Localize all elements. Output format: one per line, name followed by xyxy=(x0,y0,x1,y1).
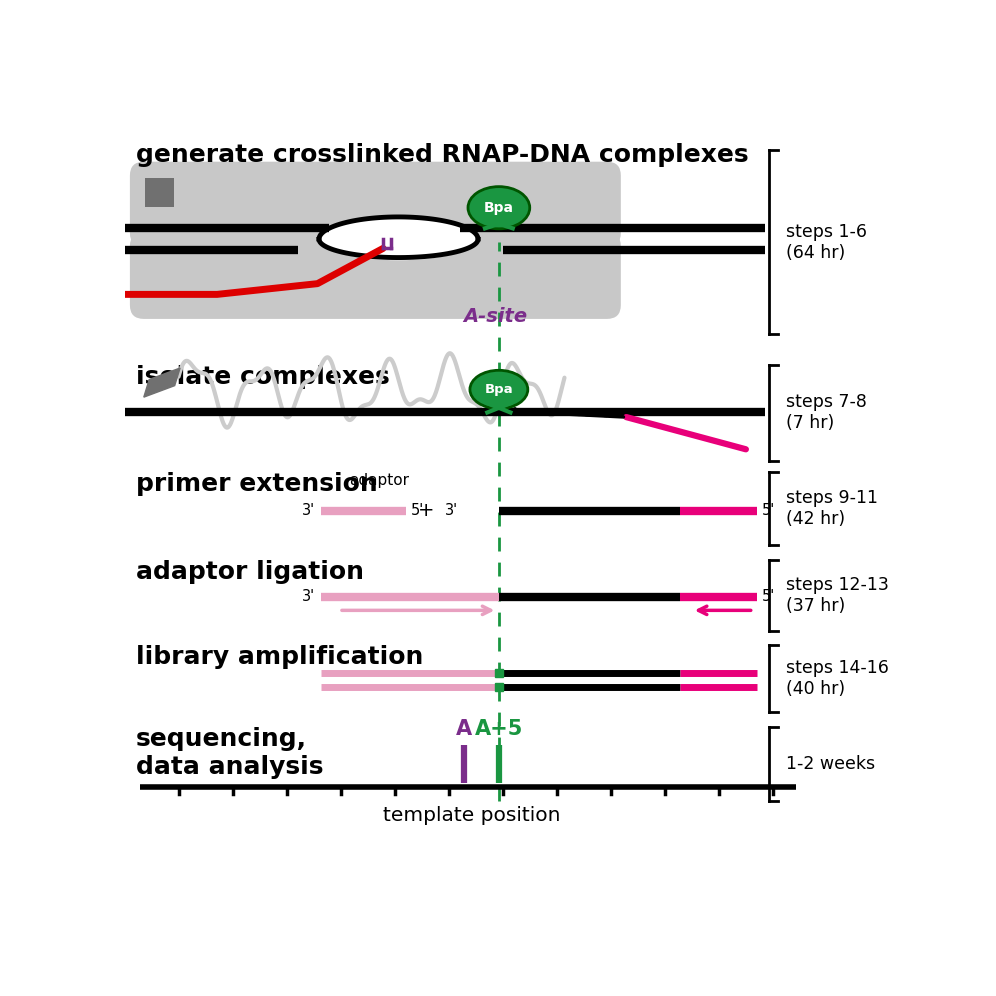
Text: +: + xyxy=(418,501,434,520)
Text: steps 9-11
(42 hr): steps 9-11 (42 hr) xyxy=(786,489,878,528)
Text: adaptor ligation: adaptor ligation xyxy=(136,561,365,585)
Ellipse shape xyxy=(468,186,530,229)
Ellipse shape xyxy=(320,218,478,260)
Text: steps 1-6
(64 hr): steps 1-6 (64 hr) xyxy=(786,223,868,262)
FancyBboxPatch shape xyxy=(129,232,621,319)
Text: A: A xyxy=(456,719,472,739)
Text: generate crosslinked RNAP-DNA complexes: generate crosslinked RNAP-DNA complexes xyxy=(136,142,749,166)
Text: 3': 3' xyxy=(302,589,315,604)
Text: steps 7-8
(7 hr): steps 7-8 (7 hr) xyxy=(786,393,867,432)
Text: sequencing,
data analysis: sequencing, data analysis xyxy=(136,727,324,779)
Text: isolate complexes: isolate complexes xyxy=(136,365,389,388)
Text: 1-2 weeks: 1-2 weeks xyxy=(786,755,875,773)
FancyBboxPatch shape xyxy=(144,178,174,207)
Text: adaptor: adaptor xyxy=(350,473,409,488)
Ellipse shape xyxy=(470,371,528,408)
Text: 3': 3' xyxy=(445,503,458,518)
Text: template position: template position xyxy=(383,806,561,825)
Text: A+5: A+5 xyxy=(475,719,523,739)
Text: steps 12-13
(37 hr): steps 12-13 (37 hr) xyxy=(786,577,888,616)
Text: Bpa: Bpa xyxy=(484,201,514,215)
Text: 5': 5' xyxy=(762,503,775,518)
Text: Bpa: Bpa xyxy=(485,383,513,396)
Text: library amplification: library amplification xyxy=(136,644,423,669)
Polygon shape xyxy=(143,368,180,397)
FancyBboxPatch shape xyxy=(129,161,621,247)
Text: A-site: A-site xyxy=(463,308,527,327)
Text: 5': 5' xyxy=(411,503,424,518)
Text: steps 14-16
(40 hr): steps 14-16 (40 hr) xyxy=(786,658,888,697)
Text: primer extension: primer extension xyxy=(136,472,377,496)
Text: 3': 3' xyxy=(302,503,315,518)
Text: 5': 5' xyxy=(762,589,775,604)
